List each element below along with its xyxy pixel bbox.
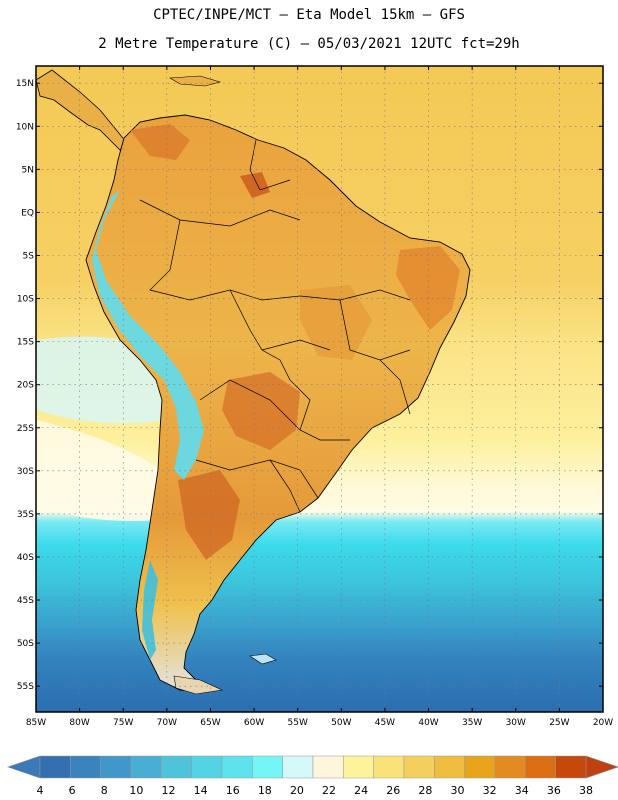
colorbar-swatch (434, 755, 465, 779)
hot-zone-chaco (222, 372, 300, 450)
colorbar-swatch (39, 755, 71, 779)
lat-label-10S: 10S (17, 295, 34, 305)
lat-label-10N: 10N (16, 122, 34, 132)
lat-label-50S: 50S (17, 639, 34, 649)
colorbar-tick-label: 8 (101, 784, 108, 797)
lat-label-35S: 35S (17, 510, 34, 520)
colorbar-tick-label: 14 (194, 784, 208, 797)
lat-label-15N: 15N (16, 79, 34, 89)
colorbar-swatch (70, 755, 101, 779)
graticule (36, 66, 603, 712)
lat-label-45S: 45S (17, 596, 34, 606)
colorbar-tick-label: 6 (69, 784, 76, 797)
colorbar-swatch (252, 755, 283, 779)
hot-zone-northeast-brazil (396, 246, 460, 330)
colorbar-tick-label: 36 (547, 784, 561, 797)
lon-label-50W: 50W (331, 718, 351, 728)
colorbar-tick-label: 30 (451, 784, 465, 797)
lon-label-60W: 60W (244, 718, 264, 728)
warm-zone-central-brazil (300, 285, 372, 360)
colorbar-tick-label: 38 (579, 784, 593, 797)
lon-label-45W: 45W (375, 718, 395, 728)
colorbar-swatch (191, 755, 223, 779)
colorbar: 4 6 8 10 12 14 16 18 20 22 24 26 28 30 32 34 36 38 (7, 755, 618, 797)
colorbar-swatch (161, 755, 192, 779)
central-america-land (36, 69, 127, 151)
colorbar-tick-label: 28 (418, 784, 432, 797)
cool-pacific-patch (36, 336, 165, 424)
colorbar-tick-label: 10 (129, 784, 143, 797)
colorbar-swatch (130, 755, 162, 779)
tierra-del-fuego (173, 675, 224, 695)
andes-cold-strip (92, 190, 204, 480)
colorbar-swatch (464, 755, 496, 779)
colorbar-swatch (343, 755, 374, 779)
colorbar-tick-label: 26 (386, 784, 400, 797)
colorbar-swatch (373, 755, 405, 779)
colorbar-tick-label: 18 (258, 784, 272, 797)
lon-label-25W: 25W (549, 718, 569, 728)
country-borders (139, 139, 411, 513)
colorbar-swatch (555, 755, 587, 779)
colorbar-swatch (221, 755, 253, 779)
colorbar-tick-label: 12 (161, 784, 175, 797)
colorbar-tick-label: 4 (37, 784, 44, 797)
map-frame (35, 65, 604, 713)
lat-label-30S: 30S (17, 467, 34, 477)
colorbar-swatch (312, 755, 344, 779)
lat-label-15S: 15S (17, 338, 34, 348)
title-line-2: 2 Metre Temperature (C) – 05/03/2021 12U… (98, 36, 520, 52)
colorbar-tick-label: 22 (322, 784, 336, 797)
hot-spot-guiana (240, 172, 270, 198)
hot-zone-colombia (130, 124, 190, 160)
lon-label-20W: 20W (593, 718, 613, 728)
lon-label-85W: 85W (26, 718, 46, 728)
colorbar-tick-label: 16 (226, 784, 240, 797)
lon-label-55W: 55W (288, 718, 308, 728)
lon-label-40W: 40W (418, 718, 438, 728)
colorbar-swatch (100, 755, 132, 779)
colorbar-tick-label: 34 (515, 784, 529, 797)
lat-label-40S: 40S (17, 553, 34, 563)
colorbar-tick-label: 24 (354, 784, 368, 797)
lat-label-5S: 5S (23, 251, 35, 261)
lat-label-20S: 20S (17, 381, 34, 391)
colorbar-high-arrow (585, 755, 618, 779)
hot-zone-argentina (178, 470, 240, 560)
colorbar-low-arrow (7, 755, 41, 779)
patagonia-cold-strip (142, 560, 158, 660)
lon-label-80W: 80W (69, 718, 89, 728)
colorbar-tick-label: 32 (483, 784, 497, 797)
colorbar-tick-label: 20 (290, 784, 304, 797)
lat-label-5N: 5N (22, 165, 34, 175)
title-line-1: CPTEC/INPE/MCT – Eta Model 15km – GFS (153, 7, 465, 23)
colorbar-swatch (282, 755, 314, 779)
lon-label-75W: 75W (113, 718, 133, 728)
pacific-pale-band (36, 420, 160, 521)
lon-label-65W: 65W (200, 718, 220, 728)
colorbar-swatch (525, 755, 556, 779)
lat-label-55S: 55S (17, 682, 34, 692)
colorbar-swatch (403, 755, 435, 779)
lon-label-70W: 70W (157, 718, 177, 728)
lat-label-25S: 25S (17, 424, 34, 434)
lon-label-30W: 30W (506, 718, 526, 728)
colorbar-swatch (494, 755, 526, 779)
lat-label-EQ: EQ (21, 208, 34, 218)
falkland-islands (249, 653, 277, 665)
map-axis-ticks: 15N 10N 5N EQ 5S 10S 15S 20S 25S 30S 35S 40S 45S 50S 5… (16, 66, 613, 728)
lon-label-35W: 35W (462, 718, 482, 728)
